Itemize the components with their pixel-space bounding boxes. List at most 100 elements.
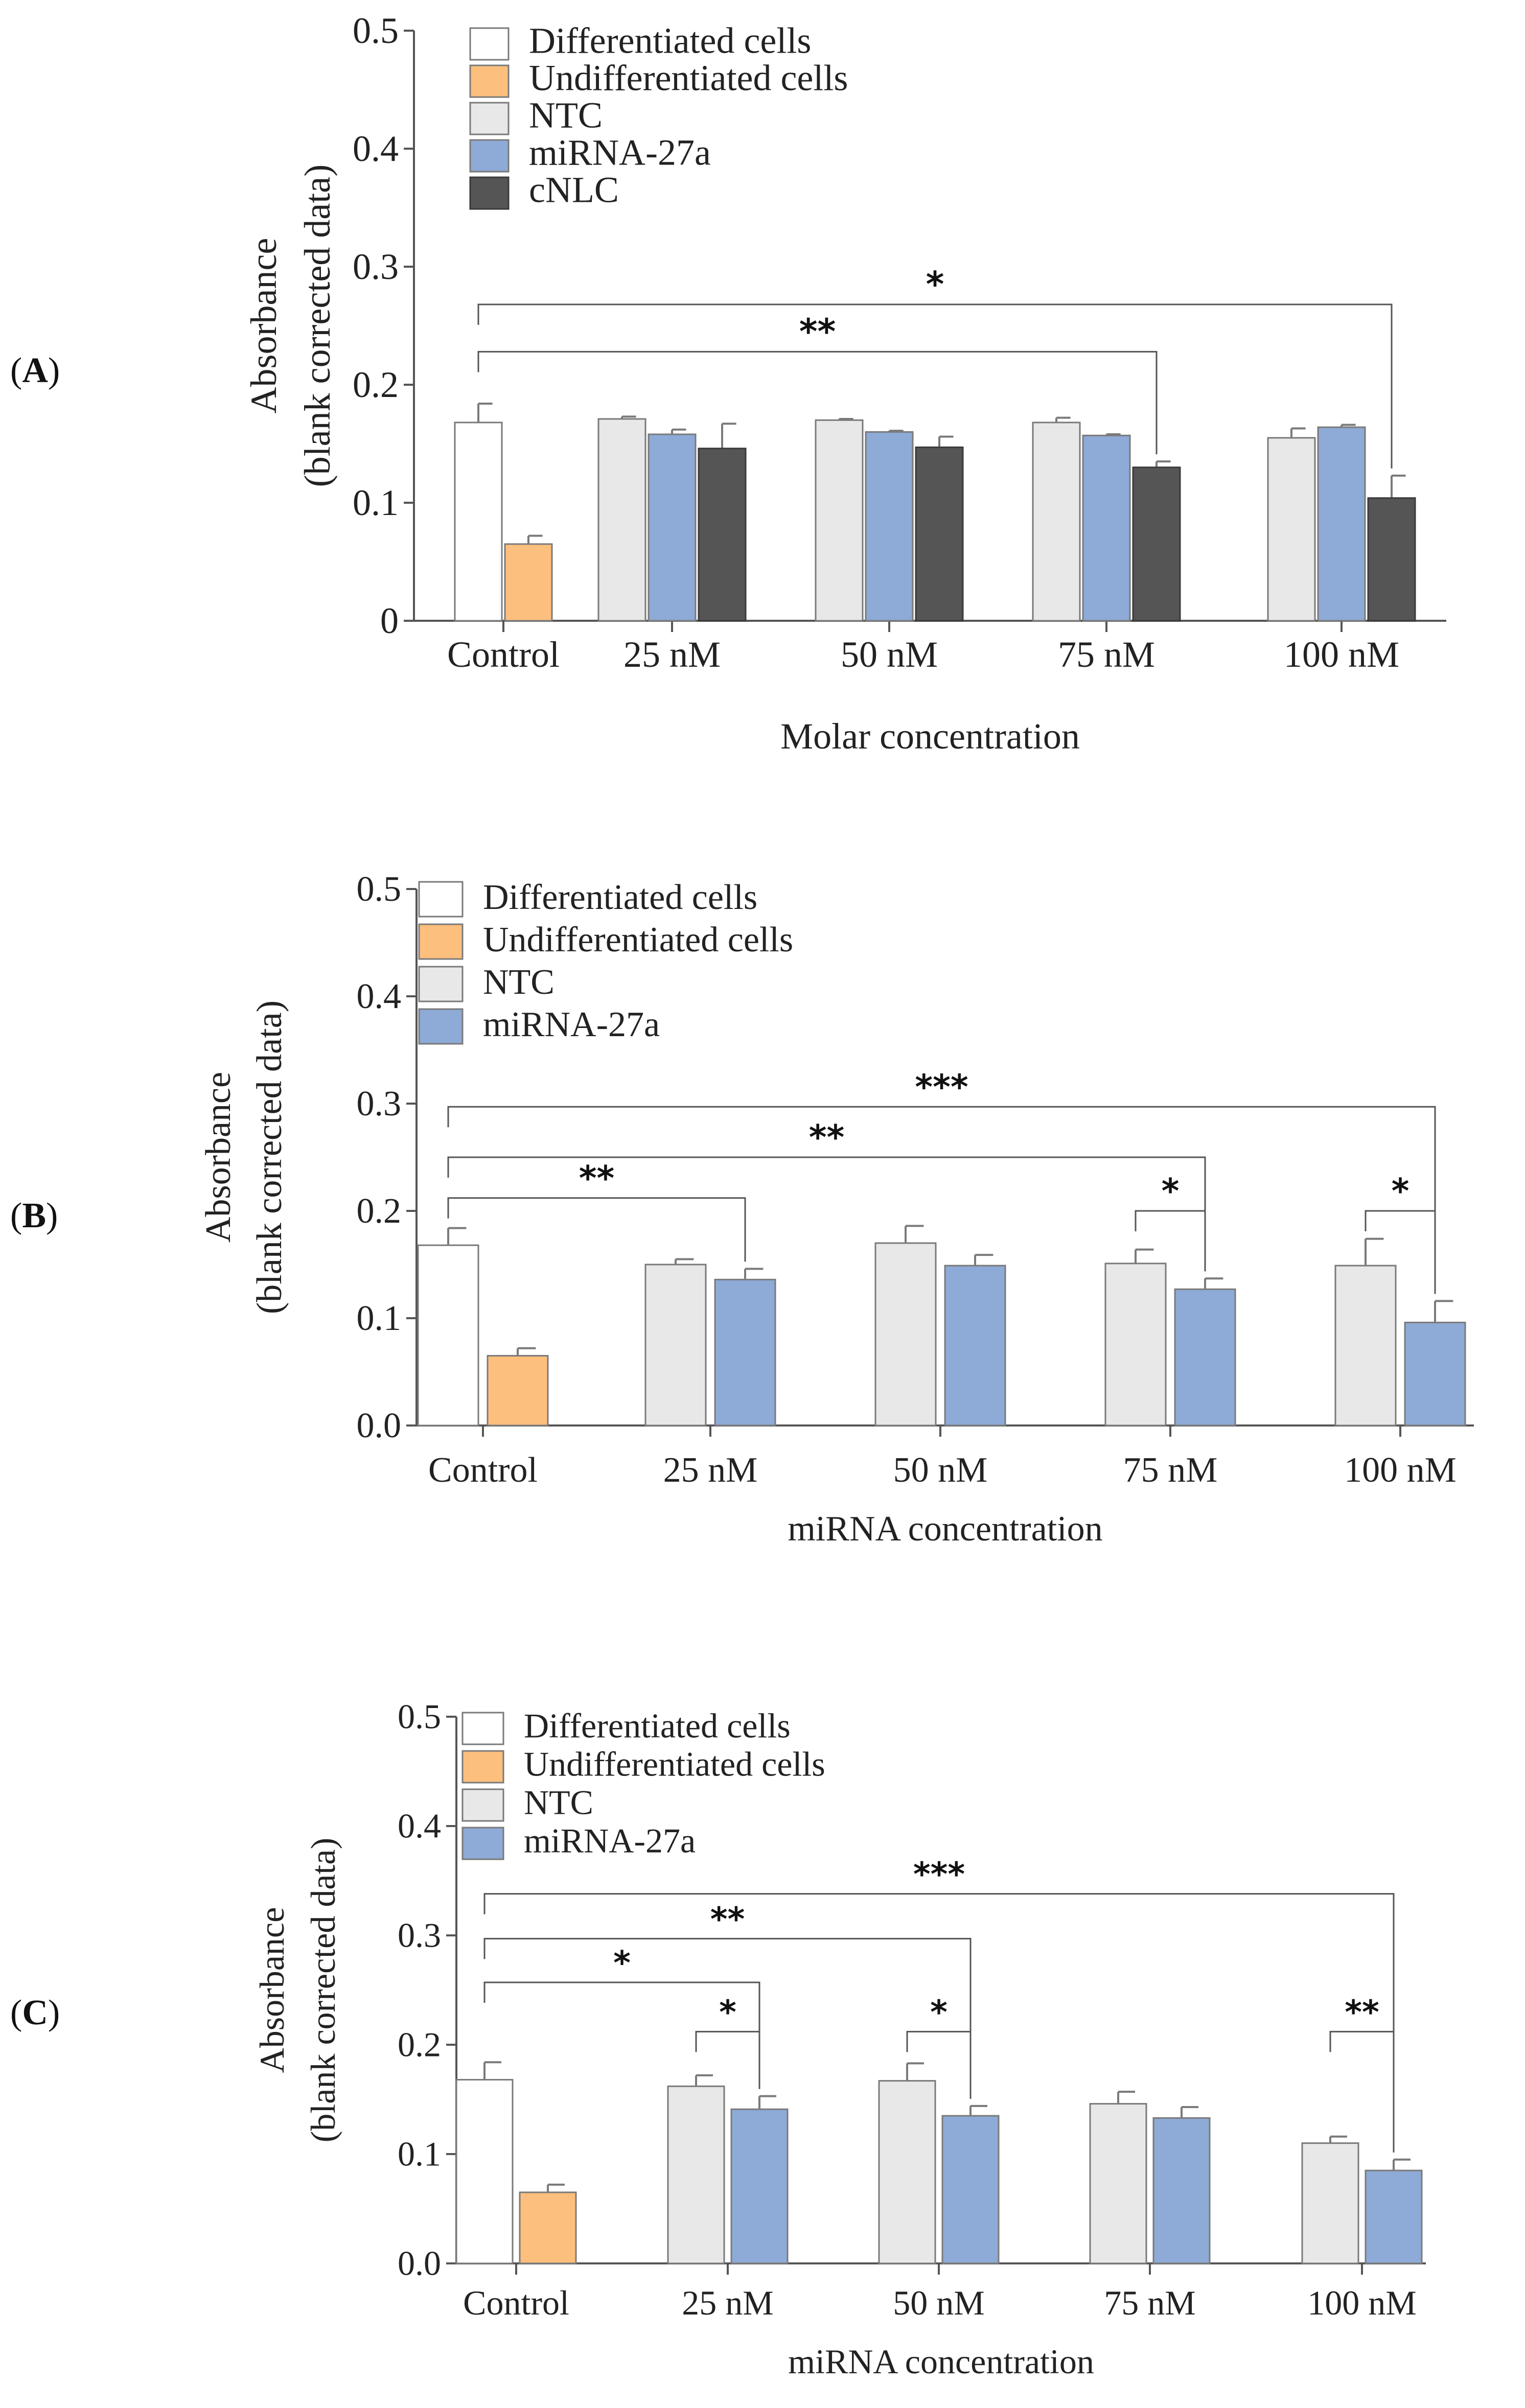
legend-swatch [469, 64, 510, 98]
y-tick-label: 0.4 [353, 128, 399, 169]
significance-bracket [483, 1893, 1395, 2153]
x-tick-label: Control [463, 2283, 569, 2322]
y-axis-label: Absorbance [243, 238, 284, 414]
x-tick-label: 75 nM [1123, 1451, 1218, 1490]
significance-label: * [1162, 1171, 1180, 1211]
bar [714, 1278, 776, 1427]
legend-label: NTC [524, 1783, 593, 1821]
legend-swatch [418, 966, 464, 1002]
significance-bracket [483, 1937, 972, 2099]
bar [1367, 497, 1416, 622]
bar [455, 2078, 514, 2264]
significance-bracket [695, 2030, 760, 2089]
y-axis-label-line2: (blank corrected data) [250, 1000, 289, 1314]
significance-bracket [447, 1106, 1436, 1294]
legend-label: Undifferentiated cells [524, 1744, 825, 1783]
y-axis-label-line2: (blank corrected data) [297, 165, 338, 487]
bar [1267, 437, 1316, 622]
panel-label-a: (A) [10, 351, 60, 390]
significance-label: *** [913, 1856, 965, 1894]
y-tick-label: 0.0 [357, 1406, 402, 1445]
panel-c: (C) 0.0 0.1 0.2 0.3 0.4 0.5 Absorbance (blank c… [0, 1686, 1525, 2408]
significance-bracket [1365, 1210, 1436, 1294]
x-tick-label: 75 nM [1058, 634, 1155, 675]
bar [915, 446, 964, 622]
significance-label: ** [579, 1158, 615, 1198]
legend-swatch [469, 176, 510, 210]
bar [941, 2115, 1000, 2264]
significance-bracket [1329, 2030, 1395, 2153]
bar [730, 2108, 789, 2264]
legend-swatch [418, 881, 464, 918]
legend-label: Differentiated cells [483, 878, 757, 917]
x-tick-label: 25 nM [663, 1451, 758, 1490]
legend-label: miRNA-27a [524, 1821, 696, 1860]
bar [1032, 422, 1081, 622]
y-tick-label: 0.5 [353, 10, 399, 51]
legend-swatch [418, 923, 464, 960]
bar [944, 1265, 1006, 1427]
x-tick-label: 100 nM [1284, 634, 1399, 675]
bar [874, 1242, 937, 1427]
significance-bracket [447, 1156, 1206, 1272]
y-tick-label: 0 [380, 600, 399, 641]
significance-label: ** [1345, 1993, 1379, 2031]
significance-bracket [906, 2030, 972, 2099]
bar [815, 419, 864, 622]
x-tick-label: 25 nM [682, 2283, 773, 2322]
legend-swatch [469, 139, 510, 173]
y-tick-label: 0.3 [398, 1915, 441, 1954]
legend-swatch [461, 1827, 504, 1860]
y-tick-label: 0.5 [398, 1697, 441, 1736]
y-tick-label: 0.5 [357, 870, 402, 909]
bar [1317, 426, 1366, 622]
y-axis-label: Absorbance [252, 1907, 291, 2073]
x-tick-label: Control [428, 1451, 538, 1490]
legend-label: NTC [529, 95, 603, 135]
legend-label: Differentiated cells [529, 20, 811, 61]
significance-label: * [1392, 1171, 1410, 1211]
x-tick-label: 50 nM [893, 2283, 984, 2322]
significance-bracket [477, 303, 1393, 469]
significance-bracket [483, 1981, 760, 2089]
y-tick-label: 0.1 [357, 1299, 402, 1338]
y-axis-label: Absorbance [199, 1072, 238, 1243]
bar [698, 448, 747, 622]
y-tick-label: 0.2 [357, 1191, 402, 1231]
legend-swatch [461, 1788, 504, 1822]
bar [597, 418, 646, 622]
x-tick-label: 50 nM [841, 634, 938, 675]
bar [1404, 1321, 1466, 1427]
x-tick-label: Control [447, 634, 560, 675]
y-tick-label: 0.0 [398, 2243, 441, 2282]
bar [1082, 434, 1131, 622]
legend-label: cNLC [529, 169, 619, 210]
bar [1174, 1288, 1236, 1427]
legend-label: Differentiated cells [524, 1706, 791, 1745]
x-axis-label: miRNA concentration [788, 1509, 1102, 1549]
bar [644, 1264, 707, 1427]
legend-swatch [418, 1008, 464, 1045]
x-axis-label: Molar concentration [780, 716, 1080, 757]
bar [1152, 2117, 1211, 2264]
x-tick-label: 75 nM [1104, 2283, 1195, 2322]
bar [1132, 466, 1181, 622]
bar [1334, 1265, 1397, 1427]
panel-b: (B) 0.0 0.1 0.2 0.3 0.4 0.5 Absorbance (blank c… [0, 848, 1525, 1615]
bar [454, 422, 503, 622]
significance-bracket [447, 1197, 746, 1262]
significance-bracket [477, 350, 1158, 455]
y-axis-label-line2: (blank corrected data) [304, 1838, 342, 2143]
y-tick-label: 0.2 [398, 2025, 441, 2064]
bar [487, 1355, 549, 1427]
x-axis-label: miRNA concentration [788, 2342, 1094, 2381]
panel-label-c: (C) [10, 1993, 60, 2032]
legend-swatch [469, 102, 510, 135]
bar [417, 1244, 479, 1427]
legend-label: Undifferentiated cells [483, 920, 793, 960]
y-tick-label: 0.4 [357, 977, 402, 1016]
bar [1301, 2142, 1359, 2264]
legend-label: miRNA-27a [529, 132, 711, 173]
y-tick-label: 0.1 [398, 2134, 441, 2173]
panel-label-b: (B) [10, 1196, 58, 1235]
